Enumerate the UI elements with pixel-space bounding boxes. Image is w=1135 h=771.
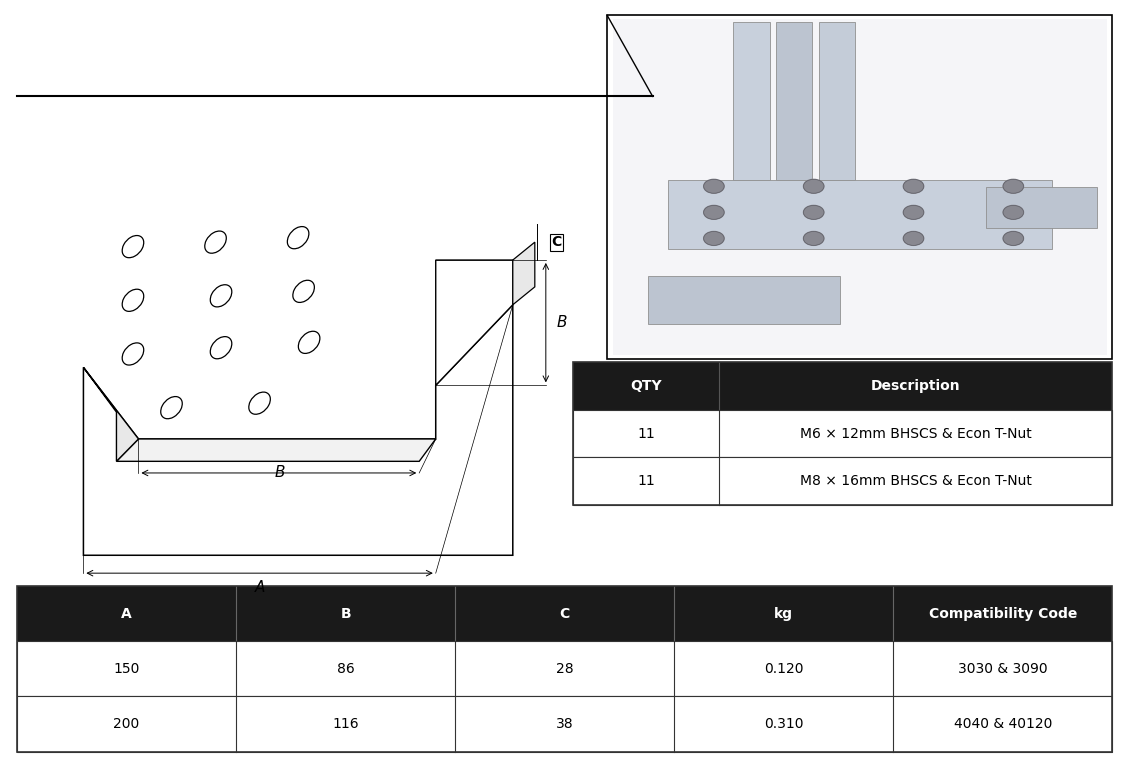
Text: 11: 11 (637, 426, 655, 441)
FancyBboxPatch shape (648, 276, 840, 324)
Circle shape (704, 180, 724, 194)
FancyBboxPatch shape (733, 22, 770, 180)
Ellipse shape (204, 231, 226, 253)
Text: 86: 86 (337, 662, 354, 676)
FancyBboxPatch shape (667, 180, 1052, 249)
Text: 3030 & 3090: 3030 & 3090 (958, 662, 1048, 676)
Text: B: B (340, 607, 351, 621)
Ellipse shape (123, 289, 144, 311)
Text: 28: 28 (556, 662, 573, 676)
Text: 200: 200 (114, 717, 140, 731)
Text: A: A (121, 607, 132, 621)
Text: kg: kg (774, 607, 793, 621)
Text: 0.310: 0.310 (764, 717, 804, 731)
FancyBboxPatch shape (573, 410, 1112, 457)
Text: C: C (560, 607, 570, 621)
Text: M8 × 16mm BHSCS & Econ T-Nut: M8 × 16mm BHSCS & Econ T-Nut (799, 474, 1032, 488)
FancyBboxPatch shape (776, 22, 813, 180)
Ellipse shape (287, 227, 309, 249)
FancyBboxPatch shape (17, 696, 1112, 752)
Text: 150: 150 (114, 662, 140, 676)
Polygon shape (436, 260, 513, 386)
Text: 0.120: 0.120 (764, 662, 804, 676)
Text: Compatibility Code: Compatibility Code (928, 607, 1077, 621)
Polygon shape (117, 439, 436, 461)
Text: 38: 38 (556, 717, 573, 731)
Ellipse shape (161, 396, 183, 419)
Circle shape (804, 205, 824, 219)
Text: B: B (275, 465, 285, 480)
Text: A: A (254, 581, 264, 595)
Ellipse shape (210, 337, 232, 359)
Text: Description: Description (871, 379, 960, 393)
Ellipse shape (299, 332, 320, 353)
Text: M6 × 12mm BHSCS & Econ T-Nut: M6 × 12mm BHSCS & Econ T-Nut (800, 426, 1032, 441)
FancyBboxPatch shape (986, 187, 1098, 228)
Circle shape (1003, 180, 1024, 194)
Polygon shape (513, 242, 535, 305)
Text: B: B (557, 315, 568, 330)
Ellipse shape (293, 280, 314, 302)
Ellipse shape (123, 235, 144, 258)
Ellipse shape (123, 343, 144, 365)
Ellipse shape (210, 284, 232, 307)
FancyBboxPatch shape (573, 362, 1112, 410)
FancyBboxPatch shape (607, 15, 1112, 359)
Text: 4040 & 40120: 4040 & 40120 (953, 717, 1052, 731)
Polygon shape (84, 305, 513, 555)
Polygon shape (84, 368, 138, 461)
Ellipse shape (249, 392, 270, 414)
FancyBboxPatch shape (573, 457, 1112, 505)
Text: QTY: QTY (630, 379, 662, 393)
FancyBboxPatch shape (17, 641, 1112, 696)
FancyBboxPatch shape (613, 19, 1107, 355)
Circle shape (903, 180, 924, 194)
Circle shape (1003, 231, 1024, 245)
Circle shape (1003, 205, 1024, 219)
Text: C: C (552, 235, 562, 249)
Circle shape (903, 231, 924, 245)
Circle shape (804, 180, 824, 194)
Text: 116: 116 (333, 717, 359, 731)
Circle shape (704, 205, 724, 219)
FancyBboxPatch shape (818, 22, 855, 180)
Circle shape (704, 231, 724, 245)
Circle shape (903, 205, 924, 219)
FancyBboxPatch shape (17, 586, 1112, 641)
Circle shape (804, 231, 824, 245)
Text: 11: 11 (637, 474, 655, 488)
